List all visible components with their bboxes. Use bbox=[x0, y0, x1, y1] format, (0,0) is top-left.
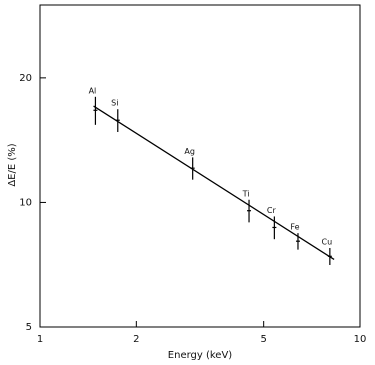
point-label: Fe bbox=[290, 223, 299, 232]
x-tick-label: 10 bbox=[354, 334, 367, 345]
y-tick-label: 5 bbox=[26, 322, 32, 333]
x-tick-label: 1 bbox=[37, 334, 43, 345]
point-label: Ag bbox=[184, 147, 195, 156]
y-tick-label: 10 bbox=[19, 197, 32, 208]
point-label: Cr bbox=[267, 206, 277, 215]
x-tick-label: 5 bbox=[260, 334, 266, 345]
y-tick-label: 20 bbox=[19, 73, 32, 84]
fit-line bbox=[93, 105, 335, 261]
plot-frame bbox=[39, 4, 361, 328]
point-label: Cu bbox=[322, 238, 333, 247]
point-label: Ti bbox=[242, 189, 250, 198]
x-axis-label: Energy (keV) bbox=[168, 350, 233, 361]
x-tick-label: 2 bbox=[133, 334, 139, 345]
point-label: Si bbox=[111, 99, 118, 108]
y-axis-label: ΔE/E (%) bbox=[7, 143, 18, 186]
point-label: Al bbox=[89, 86, 97, 95]
